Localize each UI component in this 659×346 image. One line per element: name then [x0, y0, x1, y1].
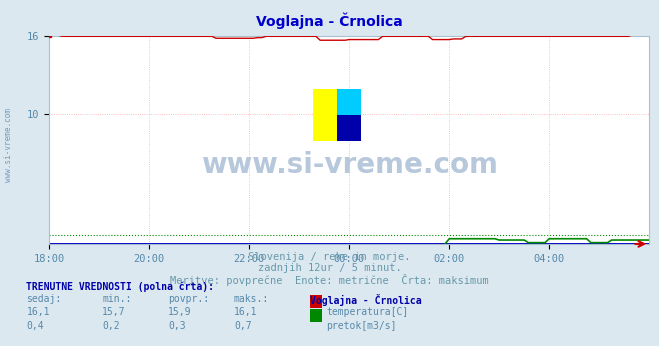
- Bar: [337, 89, 361, 115]
- Text: TRENUTNE VREDNOSTI (polna črta):: TRENUTNE VREDNOSTI (polna črta):: [26, 282, 214, 292]
- Text: 0,3: 0,3: [168, 321, 186, 331]
- Text: Voglajna - Črnolica: Voglajna - Črnolica: [310, 294, 421, 306]
- Bar: [337, 115, 361, 141]
- Text: www.si-vreme.com: www.si-vreme.com: [201, 151, 498, 179]
- Text: 16,1: 16,1: [234, 307, 258, 317]
- Text: temperatura[C]: temperatura[C]: [326, 307, 409, 317]
- Text: 0,2: 0,2: [102, 321, 120, 331]
- Text: 0,7: 0,7: [234, 321, 252, 331]
- Text: 15,7: 15,7: [102, 307, 126, 317]
- Text: min.:: min.:: [102, 294, 132, 304]
- Text: Voglajna - Črnolica: Voglajna - Črnolica: [256, 12, 403, 29]
- Text: pretok[m3/s]: pretok[m3/s]: [326, 321, 397, 331]
- Text: 16,1: 16,1: [26, 307, 50, 317]
- Text: povpr.:: povpr.:: [168, 294, 209, 304]
- Bar: [313, 89, 337, 141]
- Text: www.si-vreme.com: www.si-vreme.com: [4, 108, 13, 182]
- Text: Slovenija / reke in morje.: Slovenija / reke in morje.: [248, 252, 411, 262]
- Text: maks.:: maks.:: [234, 294, 269, 304]
- Text: sedaj:: sedaj:: [26, 294, 61, 304]
- Text: zadnjih 12ur / 5 minut.: zadnjih 12ur / 5 minut.: [258, 263, 401, 273]
- Text: 15,9: 15,9: [168, 307, 192, 317]
- Text: 0,4: 0,4: [26, 321, 44, 331]
- Text: Meritve: povprečne  Enote: metrične  Črta: maksimum: Meritve: povprečne Enote: metrične Črta:…: [170, 274, 489, 286]
